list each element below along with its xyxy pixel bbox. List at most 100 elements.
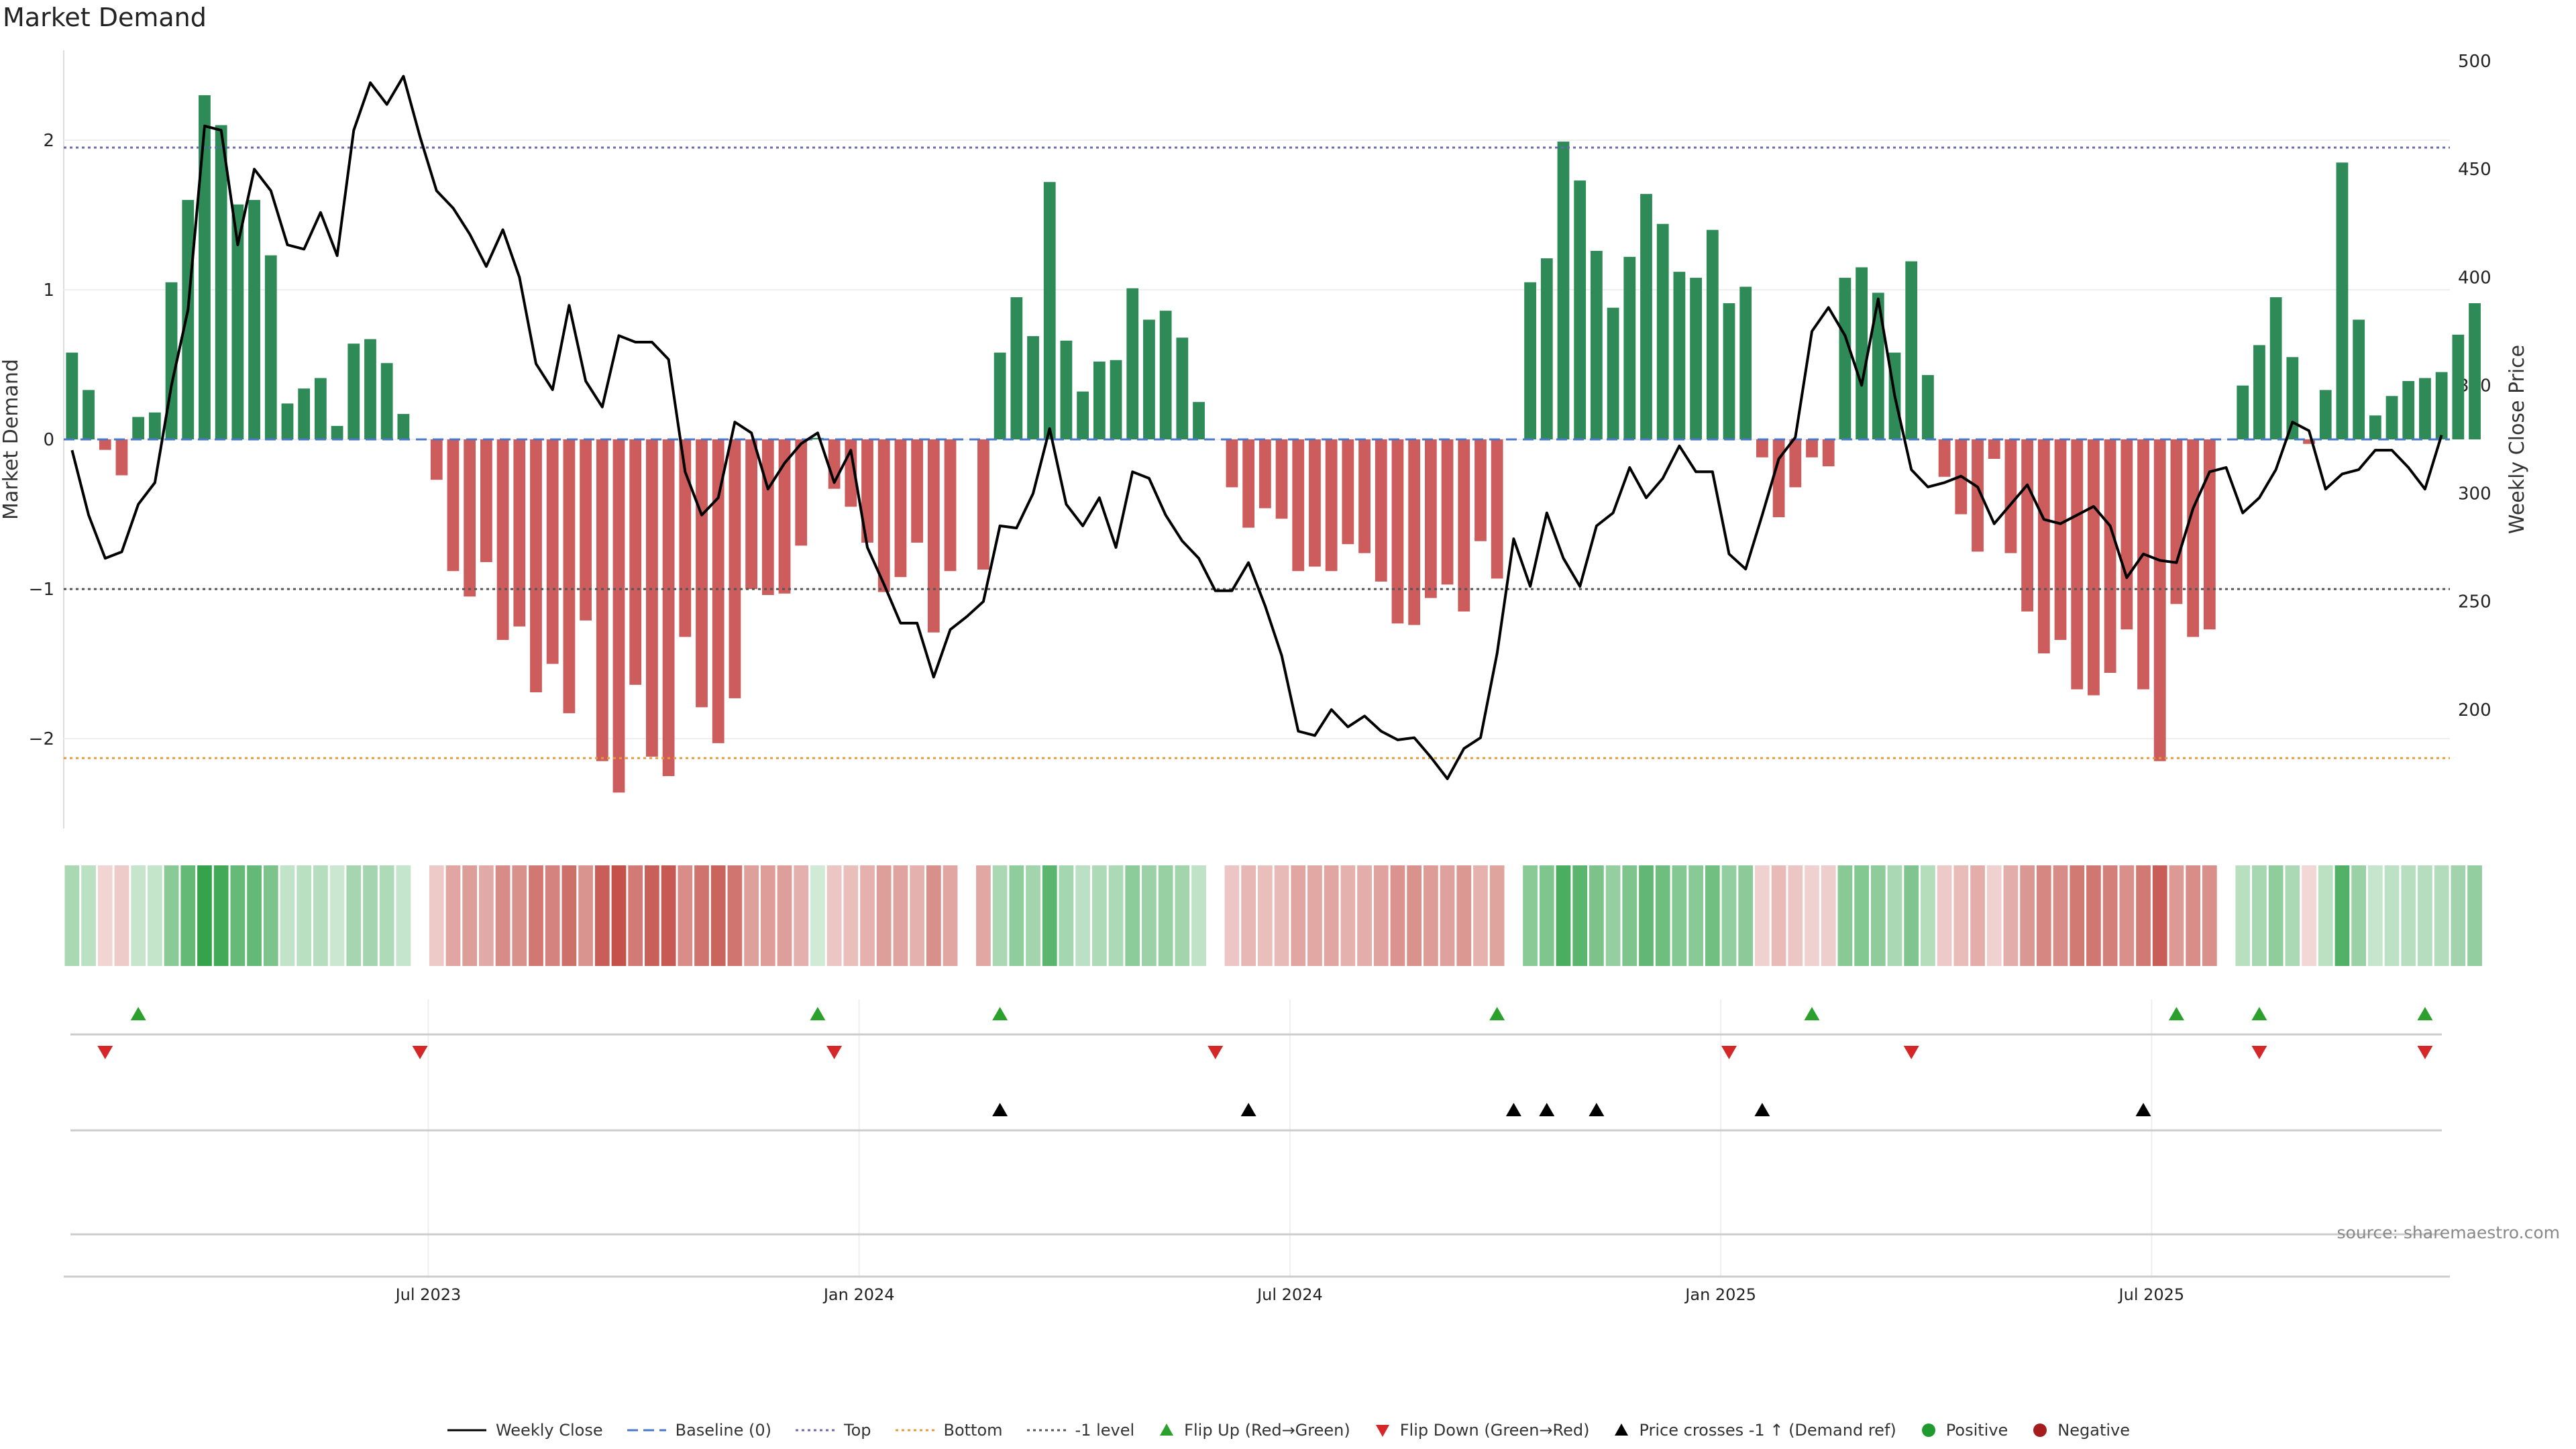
demand-bar xyxy=(2452,334,2465,439)
demand-bar xyxy=(115,439,128,476)
heat-strip-cell xyxy=(1208,865,1223,966)
demand-bar xyxy=(1806,439,1818,458)
dot-icon xyxy=(1921,1424,1935,1437)
heat-strip-cell xyxy=(2119,865,2135,966)
heat-strip-cell xyxy=(64,865,80,966)
demand-bar xyxy=(994,352,1006,439)
demand-bar xyxy=(248,200,260,439)
demand-bar xyxy=(2088,439,2100,696)
demand-bar xyxy=(1126,288,1139,439)
heat-strip-cell xyxy=(1986,865,2002,966)
heat-strip-cell xyxy=(1589,865,1604,966)
demand-bar xyxy=(148,412,161,439)
heat-strip-cell xyxy=(1274,865,1289,966)
demand-bar xyxy=(1491,439,1503,579)
demand-bar xyxy=(380,363,393,439)
demand-bar xyxy=(2153,439,2166,761)
demand-bar xyxy=(729,439,741,698)
heat-strip-cell xyxy=(1821,865,1836,966)
heat-strip-cell xyxy=(2020,865,2035,966)
demand-bar xyxy=(2237,385,2249,439)
demand-bar xyxy=(2071,439,2084,690)
left-tick-label: 2 xyxy=(43,131,54,151)
flip-down-marker xyxy=(1721,1046,1737,1059)
heat-strip-cell xyxy=(744,865,759,966)
dotted-line-icon xyxy=(796,1429,835,1432)
demand-bar xyxy=(2419,378,2431,439)
heat-strip-cell xyxy=(1887,865,1902,966)
heat-strip-cell xyxy=(1639,865,1654,966)
demand-bar xyxy=(1756,439,1768,458)
demand-bar xyxy=(1590,250,1603,439)
demand-bar xyxy=(795,439,808,546)
demand-bar xyxy=(430,439,443,480)
heat-strip-cell xyxy=(959,865,975,966)
heat-strip-cell xyxy=(2169,865,2184,966)
heat-strip-cell xyxy=(1805,865,1819,966)
demand-bar xyxy=(778,439,791,594)
dot-icon xyxy=(2033,1424,2047,1437)
demand-bar xyxy=(1176,337,1189,439)
demand-bar xyxy=(1159,311,1172,439)
heat-strip-cell xyxy=(2351,865,2367,966)
flip-down-marker xyxy=(97,1046,113,1059)
heat-strip-cell xyxy=(1489,865,1505,966)
heat-strip-cell xyxy=(1655,865,1670,966)
heat-strip-cell xyxy=(1075,865,1091,966)
demand-bar xyxy=(662,439,675,776)
heat-strip-cell xyxy=(1026,865,1040,966)
demand-bar xyxy=(2253,345,2265,439)
heat-strip-cell xyxy=(1224,865,1240,966)
demand-bar xyxy=(861,439,873,543)
flip-up-marker xyxy=(1804,1007,1820,1020)
heat-strip-cell xyxy=(1009,865,1024,966)
heat-strip-cell xyxy=(2401,865,2416,966)
heat-strip-cell xyxy=(1672,865,1687,966)
legend-label: Baseline (0) xyxy=(675,1421,771,1440)
demand-bar xyxy=(1988,439,2000,459)
demand-bar xyxy=(1938,439,1951,477)
heat-strip-cell xyxy=(1904,865,1919,966)
demand-bar xyxy=(1358,439,1371,553)
heat-strip-cell xyxy=(1572,865,1588,966)
chart-title: Market Demand xyxy=(3,3,207,32)
demand-bar xyxy=(1723,303,1735,439)
heat-strip-cell xyxy=(1440,865,1455,966)
demand-bar xyxy=(1574,180,1587,439)
demand-bar xyxy=(596,439,608,761)
heat-strip-cell xyxy=(943,865,958,966)
heat-strip-cell xyxy=(313,865,328,966)
heat-strip-cell xyxy=(2434,865,2449,966)
demand-bar xyxy=(629,439,642,685)
demand-bar xyxy=(2385,396,2398,439)
heat-strip-cell xyxy=(462,865,478,966)
left-tick-label: −2 xyxy=(29,729,54,749)
x-tick-label: Jul 2023 xyxy=(394,1285,462,1304)
demand-bar xyxy=(2353,319,2365,439)
x-tick-label: Jan 2025 xyxy=(1684,1285,1756,1304)
demand-bar xyxy=(2469,303,2481,439)
legend-label: Price crosses -1 ↑ (Demand ref) xyxy=(1639,1421,1896,1440)
heat-strip-cell xyxy=(1854,865,1869,966)
demand-bar xyxy=(397,414,410,439)
legend-item: -1 level xyxy=(1026,1421,1134,1440)
flip-up-marker xyxy=(992,1007,1008,1020)
demand-bar xyxy=(1972,439,1984,552)
heat-strip-cell xyxy=(843,865,859,966)
demand-bar xyxy=(1077,391,1089,439)
demand-bar xyxy=(2369,415,2381,439)
heat-strip-cell xyxy=(247,865,262,966)
heat-strip-cell xyxy=(1042,865,1057,966)
heat-strip-cell xyxy=(2102,865,2118,966)
triangle-up-icon xyxy=(1160,1424,1174,1436)
demand-bar xyxy=(1922,375,1934,439)
flip-down-marker xyxy=(412,1046,428,1059)
heat-strip-cell xyxy=(1970,865,1985,966)
right-tick-label: 450 xyxy=(2458,160,2491,180)
heat-strip-cell xyxy=(1191,865,1206,966)
demand-bar xyxy=(1607,307,1619,439)
legend-item: Bottom xyxy=(894,1421,1003,1440)
heat-strip-cell xyxy=(2152,865,2167,966)
demand-bar xyxy=(2021,439,2034,612)
heat-strip-cell xyxy=(992,865,1008,966)
